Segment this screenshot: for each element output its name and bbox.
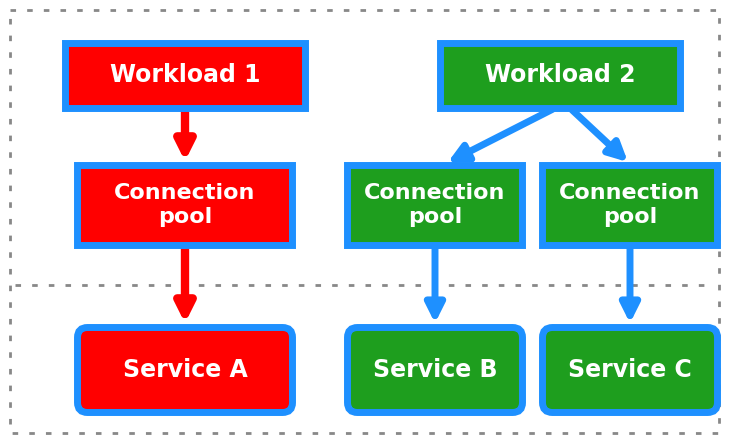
FancyBboxPatch shape	[348, 165, 523, 245]
Text: Workload 2: Workload 2	[485, 63, 635, 87]
FancyBboxPatch shape	[77, 327, 292, 412]
FancyBboxPatch shape	[542, 327, 717, 412]
Text: Service B: Service B	[373, 358, 497, 382]
Text: Workload 1: Workload 1	[110, 63, 260, 87]
FancyBboxPatch shape	[440, 43, 680, 108]
Text: Connection
pool: Connection pool	[114, 183, 256, 227]
Text: Connection
pool: Connection pool	[364, 183, 506, 227]
FancyBboxPatch shape	[65, 43, 305, 108]
FancyBboxPatch shape	[77, 165, 292, 245]
FancyBboxPatch shape	[348, 327, 523, 412]
FancyBboxPatch shape	[542, 165, 717, 245]
Text: Connection
pool: Connection pool	[559, 183, 701, 227]
Text: Service C: Service C	[568, 358, 692, 382]
Text: Service A: Service A	[122, 358, 247, 382]
